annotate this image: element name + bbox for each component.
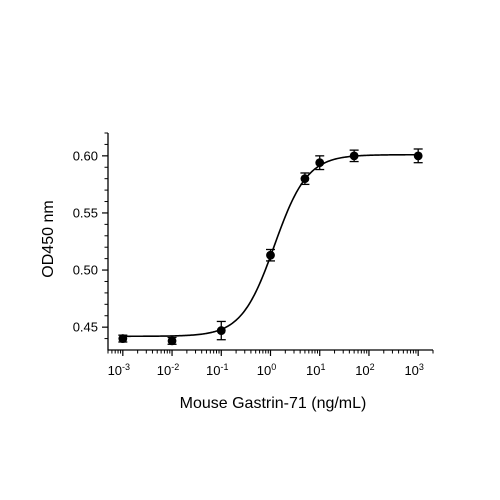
y-tick-label: 0.50 [73,263,98,278]
y-ticks: 0.45 0.50 0.55 0.60 [73,132,108,340]
data-point [167,336,177,346]
data-point [300,174,310,184]
y-tick-label: 0.60 [73,148,98,163]
data-point [315,158,325,168]
x-tick-label: 100 [257,362,276,378]
y-tick-label: 0.45 [73,320,98,335]
x-tick-label: 10-2 [157,362,179,378]
axes [107,133,433,351]
fit-curve [122,153,419,338]
x-tick-label: 101 [306,362,325,378]
y-axis-title: OD450 nm [40,200,57,277]
data-point [266,250,275,260]
x-tick-label: 10-3 [108,362,130,378]
x-tick-label: 10-1 [206,362,228,378]
plot-area [118,148,423,346]
data-point [118,334,128,343]
x-ticks: 10-3 10-2 10-1 100 101 102 103 [107,350,434,378]
data-point [413,151,423,161]
data-point [349,151,359,161]
x-tick-label: 103 [404,362,423,378]
y-tick-label: 0.55 [73,205,98,220]
x-axis-title: Mouse Gastrin-71 (ng/mL) [180,395,367,412]
data-point [216,326,226,335]
x-tick-label: 102 [355,362,374,378]
